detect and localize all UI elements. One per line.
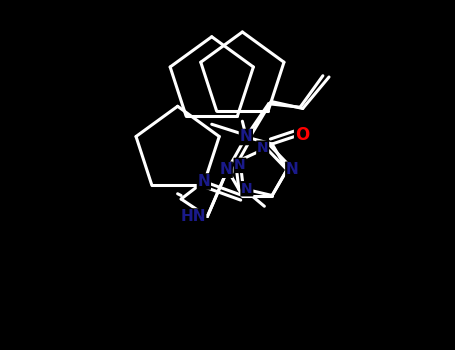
Text: O: O [295,126,309,144]
Text: N: N [219,162,232,177]
Text: N: N [234,159,246,173]
Text: N: N [234,159,246,173]
Text: O: O [295,126,309,144]
Text: N: N [239,130,252,145]
Text: N: N [257,141,268,155]
Text: N: N [257,141,268,155]
Text: N: N [197,174,210,189]
Text: N: N [219,162,232,177]
Text: HN: HN [180,209,206,224]
Text: N: N [286,162,298,177]
Text: N: N [239,130,252,145]
Text: N: N [241,182,253,196]
Text: N: N [286,162,298,177]
Text: N: N [241,182,253,196]
Text: N: N [197,174,210,189]
Text: HN: HN [180,209,206,224]
